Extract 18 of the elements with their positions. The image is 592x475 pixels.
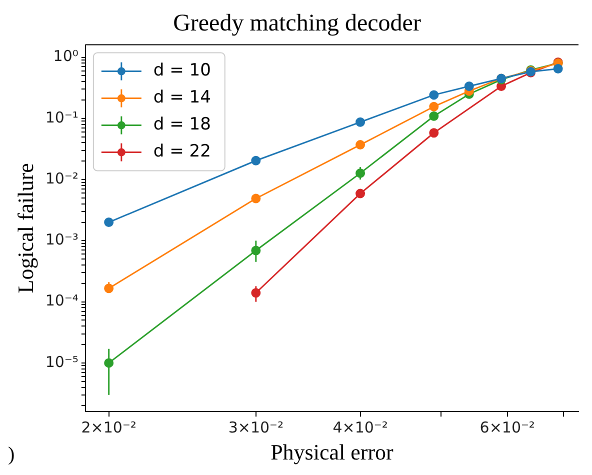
- legend-label: d = 22: [153, 142, 211, 162]
- x-tick-label: 6×10⁻²: [480, 418, 535, 436]
- y-axis-title: Logical failure: [12, 163, 38, 294]
- legend-label: d = 10: [153, 60, 211, 81]
- y-tick-label: 10⁻⁴: [45, 292, 78, 310]
- x-tick-label: 4×10⁻²: [332, 418, 388, 436]
- y-tick-label: 10⁻⁵: [45, 352, 78, 371]
- legend-label: d = 18: [153, 114, 211, 135]
- y-tick-label: 10⁰: [53, 47, 78, 66]
- y-tick-label: 10⁻³: [45, 230, 78, 249]
- x-axis-title: Physical error: [270, 440, 394, 465]
- x-tick-label: 3×10⁻²: [228, 418, 284, 436]
- y-tick-label: 10⁻²: [45, 169, 78, 188]
- y-tick-label: 10⁻¹: [45, 108, 78, 126]
- chart-title: Greedy matching decoder: [173, 10, 421, 37]
- x-tick-label: 2×10⁻²: [81, 418, 136, 436]
- text: ): [8, 443, 15, 466]
- legend-label: d = 14: [153, 88, 211, 108]
